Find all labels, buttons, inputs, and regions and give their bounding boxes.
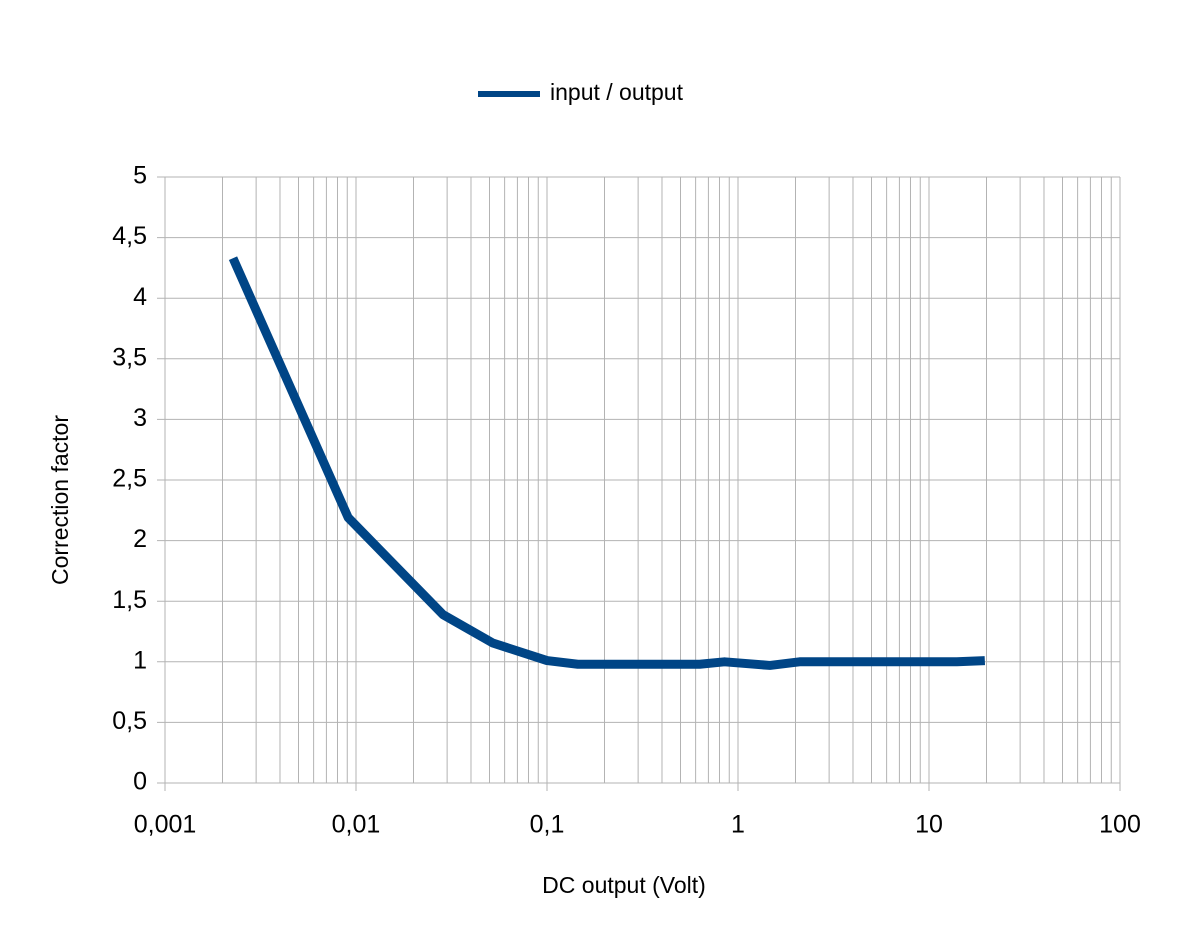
y-tick-label: 5 <box>133 162 147 190</box>
y-tick-label: 4 <box>133 283 147 311</box>
y-tick-label: 3,5 <box>112 343 147 371</box>
y-tick-label: 0,5 <box>112 707 147 735</box>
y-tick-label: 3 <box>133 404 147 432</box>
x-tick-label: 0,01 <box>332 811 381 839</box>
y-tick-label: 1 <box>133 646 147 674</box>
y-tick-label: 2,5 <box>112 465 147 493</box>
y-axis-label: Correction factor <box>47 415 73 585</box>
x-tick-label: 0,1 <box>530 811 565 839</box>
y-tick-label: 2 <box>133 525 147 553</box>
y-tick-label: 0 <box>133 768 147 796</box>
y-tick-label: 1,5 <box>112 586 147 614</box>
x-tick-label: 100 <box>1099 811 1141 839</box>
x-tick-label: 1 <box>731 811 745 839</box>
y-tick-label: 4,5 <box>112 222 147 250</box>
x-axis-label: DC output (Volt) <box>542 872 706 898</box>
data-line <box>228 256 986 670</box>
legend-label: input / output <box>550 79 684 105</box>
x-tick-label: 0,001 <box>134 811 197 839</box>
x-tick-label: 10 <box>915 811 943 839</box>
